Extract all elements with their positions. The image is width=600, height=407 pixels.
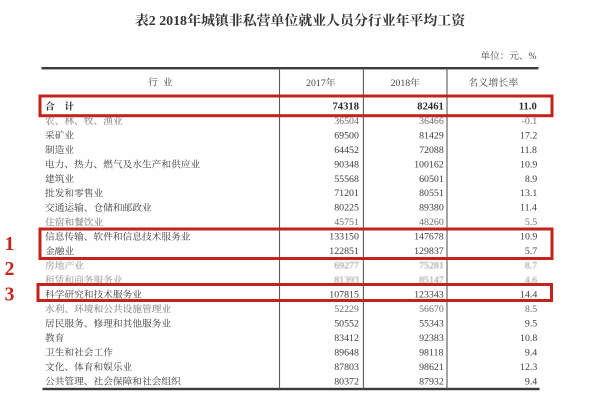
svg-text:9.4: 9.4 (525, 376, 537, 387)
svg-text:-0.1: -0.1 (522, 116, 538, 127)
svg-text:82461: 82461 (417, 101, 443, 112)
svg-text:89648: 89648 (334, 347, 359, 358)
svg-text:75281: 75281 (419, 261, 444, 272)
svg-text:12.3: 12.3 (520, 362, 537, 373)
svg-text:36504: 36504 (334, 116, 359, 127)
svg-text:129837: 129837 (414, 246, 444, 257)
svg-text:122851: 122851 (329, 246, 359, 257)
svg-text:80372: 80372 (334, 376, 359, 387)
svg-text:60501: 60501 (419, 174, 444, 185)
svg-text:10.8: 10.8 (520, 333, 537, 344)
svg-text:64452: 64452 (334, 145, 359, 156)
svg-text:10.9: 10.9 (520, 232, 537, 243)
svg-text:5.7: 5.7 (525, 246, 537, 257)
svg-text:4.6: 4.6 (525, 275, 537, 286)
svg-text:48260: 48260 (419, 217, 444, 228)
svg-text:11.0: 11.0 (519, 101, 537, 112)
svg-text:5.5: 5.5 (525, 217, 537, 228)
svg-text:90348: 90348 (334, 159, 359, 170)
svg-text:56670: 56670 (419, 304, 444, 315)
svg-text:8.9: 8.9 (525, 174, 537, 185)
svg-text:11.4: 11.4 (520, 203, 537, 214)
svg-text:83412: 83412 (334, 333, 359, 344)
svg-text:50552: 50552 (334, 318, 359, 329)
svg-text:55343: 55343 (419, 318, 444, 329)
svg-text:11.8: 11.8 (520, 145, 537, 156)
svg-text:87932: 87932 (419, 376, 444, 387)
svg-text:3: 3 (5, 285, 15, 306)
svg-text:%: % (529, 51, 537, 62)
svg-text:74318: 74318 (333, 101, 359, 112)
svg-text:1: 1 (5, 234, 15, 255)
svg-text:80551: 80551 (419, 188, 444, 199)
svg-text:8.5: 8.5 (525, 304, 537, 315)
svg-text:69277: 69277 (334, 261, 359, 272)
svg-text:147678: 147678 (414, 232, 444, 243)
svg-text:13.1: 13.1 (520, 188, 537, 199)
svg-text:81393: 81393 (334, 275, 359, 286)
svg-text:72088: 72088 (419, 145, 444, 156)
svg-text:2018: 2018 (391, 78, 411, 89)
svg-text:9.4: 9.4 (525, 347, 537, 358)
svg-text:133150: 133150 (329, 232, 359, 243)
svg-text:81429: 81429 (419, 130, 444, 141)
svg-text:123343: 123343 (414, 290, 444, 301)
svg-text:10.9: 10.9 (520, 159, 537, 170)
svg-text:87803: 87803 (334, 362, 359, 373)
svg-text:52229: 52229 (334, 304, 359, 315)
svg-text:36466: 36466 (419, 116, 444, 127)
svg-text:100162: 100162 (414, 159, 444, 170)
svg-text:8.7: 8.7 (525, 261, 537, 272)
svg-text:55568: 55568 (334, 174, 359, 185)
svg-text:80225: 80225 (334, 203, 359, 214)
svg-text:2 2018: 2 2018 (149, 14, 187, 29)
svg-text:69500: 69500 (334, 130, 359, 141)
svg-text:98118: 98118 (419, 347, 443, 358)
svg-text:89380: 89380 (419, 203, 444, 214)
svg-text:85147: 85147 (419, 275, 444, 286)
svg-text:17.2: 17.2 (520, 130, 537, 141)
svg-text:2: 2 (5, 259, 15, 280)
svg-text:92383: 92383 (419, 333, 444, 344)
svg-text:98621: 98621 (419, 362, 444, 373)
svg-text:45751: 45751 (334, 217, 359, 228)
svg-text:14.4: 14.4 (520, 290, 537, 301)
svg-text:9.5: 9.5 (525, 318, 537, 329)
svg-text:107815: 107815 (329, 290, 359, 301)
svg-text:71201: 71201 (334, 188, 359, 199)
svg-text:2017: 2017 (306, 78, 326, 89)
